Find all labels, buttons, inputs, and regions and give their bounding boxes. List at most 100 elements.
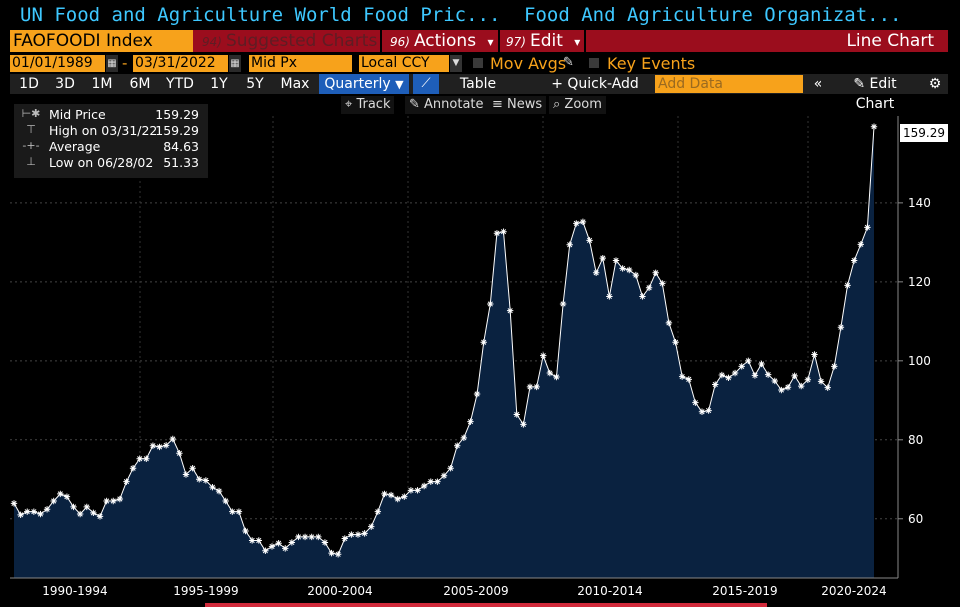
star-marker-icon: ⊢✱ bbox=[21, 107, 41, 120]
data-point bbox=[619, 265, 626, 272]
data-point bbox=[268, 543, 276, 550]
data-point bbox=[96, 513, 104, 520]
security-title: UN Food and Agriculture World Food Pric.… bbox=[20, 4, 501, 26]
range-toolbar: 1D 3D 1M 6M YTD 1Y 5Y Max Quarterly ▼ ⟋ … bbox=[10, 74, 948, 112]
data-point bbox=[467, 418, 474, 425]
add-data-input[interactable]: Add Data bbox=[655, 75, 803, 93]
mov-avgs-label: Mov Avgs bbox=[490, 54, 567, 73]
data-point bbox=[229, 508, 236, 515]
y-tick-label: 100 bbox=[908, 354, 931, 368]
data-point bbox=[639, 293, 646, 300]
chevron-down-icon: ▾ bbox=[574, 35, 581, 49]
ticker-field[interactable]: FAOFOODI Index bbox=[10, 30, 193, 52]
data-point bbox=[712, 381, 719, 388]
legend-value: 51.33 bbox=[163, 155, 199, 170]
field-select[interactable]: Mid Px bbox=[249, 55, 352, 72]
series-area bbox=[14, 126, 874, 578]
frequency-select[interactable]: Quarterly ▼ bbox=[319, 74, 409, 94]
range-ytd-button[interactable]: YTD bbox=[166, 76, 194, 92]
data-point bbox=[103, 497, 110, 505]
data-point bbox=[738, 363, 745, 370]
calendar-icon[interactable]: ▦ bbox=[106, 55, 118, 72]
data-point bbox=[592, 269, 600, 276]
data-point bbox=[672, 339, 679, 346]
data-point bbox=[526, 383, 534, 391]
annotate-button[interactable]: ✎ Annotate bbox=[405, 96, 488, 114]
suggested-charts-button[interactable]: 94) Suggested Charts bbox=[202, 30, 377, 52]
edit-menu[interactable]: 97) Edit ▾ bbox=[506, 30, 580, 52]
data-point bbox=[533, 383, 540, 391]
range-3d-button[interactable]: 3D bbox=[55, 76, 75, 92]
data-point bbox=[831, 363, 838, 370]
data-point bbox=[321, 539, 329, 546]
line-chart-icon[interactable]: ⟋ bbox=[413, 74, 439, 94]
data-point bbox=[24, 508, 31, 515]
data-point bbox=[487, 300, 494, 308]
range-5y-button[interactable]: 5Y bbox=[246, 76, 264, 92]
data-point bbox=[136, 455, 143, 462]
data-point bbox=[156, 443, 163, 451]
data-point bbox=[116, 495, 124, 503]
gear-icon[interactable]: ⚙ bbox=[928, 76, 942, 92]
data-point bbox=[520, 421, 527, 428]
currency-select[interactable]: Local CCY bbox=[359, 55, 449, 72]
mov-avgs-checkbox[interactable] bbox=[473, 58, 483, 68]
data-point bbox=[824, 384, 831, 391]
quick-add-button[interactable]: + Quick-Add ▼ bbox=[550, 74, 640, 111]
data-point bbox=[341, 535, 348, 542]
legend-row-mid-price: ⊢✱ Mid Price 159.29 bbox=[15, 107, 205, 123]
data-point bbox=[460, 434, 468, 442]
range-1y-button[interactable]: 1Y bbox=[210, 76, 228, 92]
last-price-tag: 159.29 bbox=[900, 124, 948, 142]
data-point bbox=[76, 510, 84, 518]
chevron-down-icon[interactable]: ▼ bbox=[450, 55, 462, 72]
range-6m-button[interactable]: 6M bbox=[129, 76, 151, 92]
range-1m-button[interactable]: 1M bbox=[91, 76, 113, 92]
data-point bbox=[70, 503, 77, 511]
data-point bbox=[764, 371, 772, 378]
range-max-button[interactable]: Max bbox=[280, 76, 310, 92]
key-events-label: Key Events bbox=[607, 54, 696, 73]
data-point bbox=[718, 371, 726, 379]
suggested-charts-label: Suggested Charts bbox=[225, 31, 378, 51]
legend-value: 84.63 bbox=[163, 139, 199, 154]
data-point bbox=[394, 495, 401, 503]
data-point bbox=[599, 254, 606, 262]
legend-label: High on 03/31/22 bbox=[49, 123, 158, 138]
calendar-icon[interactable]: ▦ bbox=[229, 55, 241, 72]
zoom-button[interactable]: ⌕ Zoom bbox=[549, 96, 606, 114]
data-point bbox=[334, 551, 342, 558]
data-point bbox=[731, 369, 739, 377]
data-point bbox=[387, 491, 395, 499]
start-date-input[interactable]: 01/01/1989 bbox=[10, 55, 105, 72]
track-label: Track bbox=[356, 97, 391, 112]
key-events-checkbox[interactable] bbox=[589, 58, 599, 68]
data-point bbox=[30, 508, 38, 515]
range-1d-button[interactable]: 1D bbox=[19, 76, 39, 92]
price-chart[interactable]: 60 80 100 120 140 1990-1994 1995-1999 2000-2004… bbox=[0, 110, 960, 607]
pencil-icon[interactable]: ✎ bbox=[563, 55, 574, 70]
news-label: News bbox=[507, 97, 543, 112]
edit-chart-button[interactable]: ✎ Edit Chart bbox=[832, 74, 918, 112]
zoom-label: Zoom bbox=[564, 97, 602, 112]
data-point bbox=[17, 511, 24, 519]
y-tick-label: 120 bbox=[908, 275, 931, 289]
track-button[interactable]: ⌖ Track bbox=[341, 96, 395, 114]
chevron-down-icon: ▾ bbox=[487, 35, 494, 49]
divider bbox=[584, 30, 586, 52]
data-point bbox=[857, 241, 864, 248]
news-button[interactable]: ≡ News bbox=[488, 96, 547, 114]
data-point bbox=[493, 230, 501, 237]
data-point bbox=[90, 509, 97, 517]
end-date-input[interactable]: 03/31/2022 bbox=[133, 55, 228, 72]
x-tick-label: 2000-2004 bbox=[307, 584, 372, 598]
data-point bbox=[434, 478, 441, 485]
legend-label: Average bbox=[49, 139, 101, 154]
actions-menu[interactable]: 96) Actions ▾ bbox=[390, 30, 494, 52]
high-marker-icon: ⊤ bbox=[26, 123, 36, 136]
magnifier-icon: ⌕ bbox=[553, 97, 565, 112]
collapse-icon[interactable]: « bbox=[813, 76, 823, 92]
data-point bbox=[129, 465, 137, 472]
table-button[interactable]: Table bbox=[459, 76, 497, 92]
data-point bbox=[626, 266, 633, 274]
